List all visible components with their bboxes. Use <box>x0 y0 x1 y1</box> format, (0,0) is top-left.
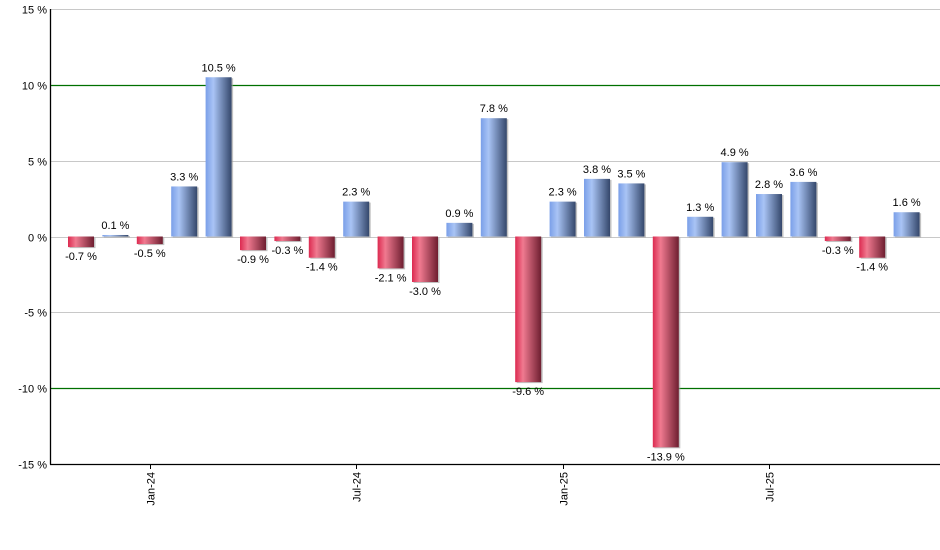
bar-value-label: -9.6 % <box>512 386 544 398</box>
bar-value-label: -1.4 % <box>856 262 888 274</box>
y-axis-ticks: 15 % 10 % 5 % 0 % -5 % -10 % -15 % <box>18 5 47 472</box>
bar-positive <box>102 234 129 237</box>
bar-positive <box>205 77 232 237</box>
x-tick-label: Jul-24 <box>352 472 364 502</box>
x-tick-label: Jul-25 <box>765 472 777 502</box>
bar-negative <box>240 236 266 251</box>
bar-value-label: 3.3 % <box>170 171 198 183</box>
value-labels: -0.7 %0.1 %-0.5 %3.3 %10.5 %-0.9 %-0.3 %… <box>65 62 921 463</box>
y-tick-label: -10 % <box>18 384 47 396</box>
bar-negative <box>274 236 301 242</box>
bar-value-label: 0.9 % <box>445 208 473 220</box>
bar-value-label: 7.8 % <box>480 103 508 115</box>
bar-negative <box>136 236 163 245</box>
bar-value-label: 3.8 % <box>583 164 611 176</box>
bars <box>68 77 922 449</box>
bar-value-label: 2.3 % <box>342 187 370 199</box>
y-tick-label: 15 % <box>22 5 47 17</box>
bar-value-label: -1.4 % <box>306 262 338 274</box>
bar-value-label: -0.3 % <box>822 245 854 257</box>
x-axis-ticks: Jan-24 Jul-24 Jan-25 Jul-25 <box>146 464 777 506</box>
bar-value-label: -0.7 % <box>65 251 97 263</box>
bar-value-label: 1.3 % <box>686 202 714 214</box>
y-tick-label: 10 % <box>22 81 47 93</box>
bar-value-label: 3.5 % <box>617 168 645 180</box>
bar-positive <box>721 162 748 237</box>
bar-positive <box>549 201 576 237</box>
bar-value-label: 2.3 % <box>549 187 577 199</box>
bar-positive <box>584 178 610 237</box>
bar-value-label: -3.0 % <box>409 286 441 298</box>
axes <box>49 9 940 466</box>
bar-negative <box>68 236 94 248</box>
bar-positive <box>756 194 782 237</box>
x-tick-label: Jan-24 <box>146 472 158 506</box>
bar-positive <box>687 216 714 237</box>
bar-negative <box>515 236 542 383</box>
bar-positive <box>446 222 473 237</box>
bar-negative <box>652 236 679 448</box>
bar-negative <box>824 236 851 242</box>
bar-value-label: 10.5 % <box>201 62 235 74</box>
bar-positive <box>790 181 817 237</box>
bar-positive <box>480 118 507 237</box>
bar-positive <box>618 183 645 237</box>
y-tick-label: -15 % <box>18 460 47 472</box>
bar-value-label: 4.9 % <box>721 147 749 159</box>
bar-negative <box>859 236 886 258</box>
bar-positive <box>893 212 920 237</box>
y-tick-label: -5 % <box>24 308 47 320</box>
y-tick-label: 5 % <box>28 157 47 169</box>
bar-positive <box>171 186 198 237</box>
bar-shadow <box>103 235 130 238</box>
bar-negative <box>377 236 404 269</box>
bar-negative <box>412 236 438 282</box>
bar-value-label: -0.3 % <box>272 245 304 257</box>
bar-value-label: -2.1 % <box>375 272 407 284</box>
y-tick-label: 0 % <box>28 233 47 245</box>
bar-value-label: 0.1 % <box>101 220 129 232</box>
x-tick-label: Jan-25 <box>559 472 571 506</box>
bar-value-label: -0.5 % <box>134 248 166 260</box>
bar-value-label: 1.6 % <box>893 197 921 209</box>
bar-positive <box>343 201 370 237</box>
bar-value-label: 3.6 % <box>789 167 817 179</box>
bar-negative <box>308 236 335 258</box>
bar-value-label: -13.9 % <box>647 451 685 463</box>
bar-value-label: 2.8 % <box>755 179 783 191</box>
bar-value-label: -0.9 % <box>237 254 269 266</box>
